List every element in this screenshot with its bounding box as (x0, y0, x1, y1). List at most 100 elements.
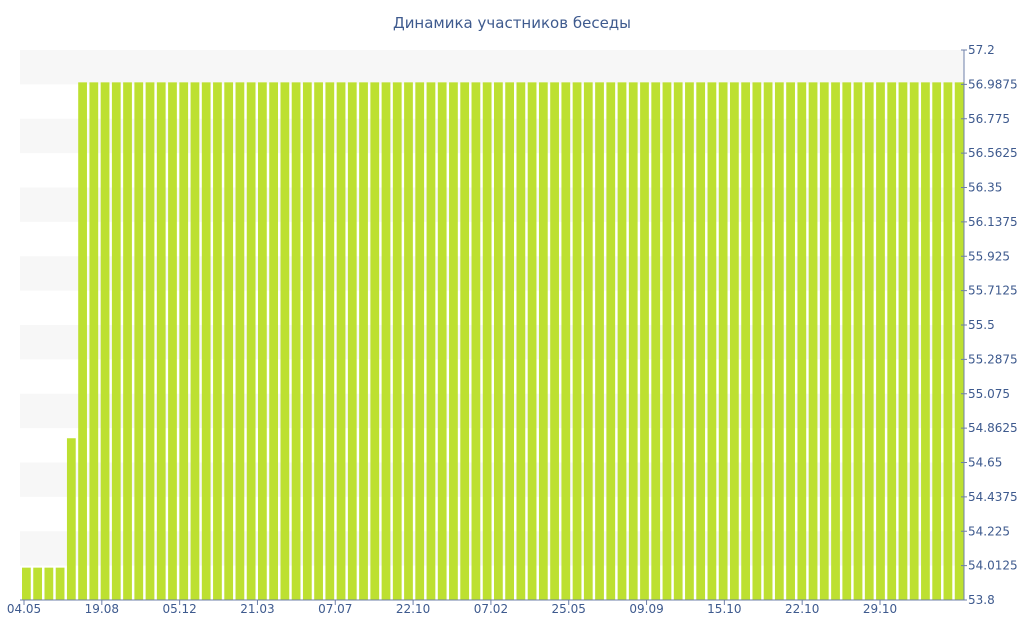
bar (134, 82, 144, 601)
bar (213, 82, 222, 601)
bar (291, 82, 301, 601)
bar (808, 82, 818, 601)
bar (280, 82, 290, 601)
y-tick-label: 55.075 (968, 387, 1010, 401)
plot-band (20, 187, 964, 222)
bar (168, 82, 177, 601)
bar (662, 82, 672, 601)
x-tick-label: 19.08 (85, 602, 119, 616)
bar (617, 82, 627, 601)
y-tick-label: 55.5 (968, 318, 995, 332)
x-tick-label: 29.10 (863, 602, 897, 616)
bar (752, 82, 762, 601)
bar (336, 82, 346, 601)
x-axis: 04.05 19.08 05.12 21.03 07.07 22.10 07.02 25.05… (7, 599, 964, 616)
x-tick-label: 04.05 (7, 602, 41, 616)
bar (583, 82, 593, 601)
bar (302, 82, 312, 601)
x-tick-label: 15.10 (707, 602, 741, 616)
bar (954, 82, 964, 601)
x-tick-label: 05.12 (162, 602, 196, 616)
bar (66, 438, 76, 600)
plot-band (20, 325, 964, 360)
bar (235, 82, 245, 601)
bar (898, 82, 908, 601)
bar (359, 82, 368, 601)
bar (606, 82, 616, 601)
y-tick-label: 54.65 (968, 456, 1002, 470)
bar (572, 82, 582, 601)
bar (797, 82, 807, 601)
bar (853, 82, 863, 601)
bar (786, 82, 795, 601)
bar (89, 82, 99, 601)
bar (325, 82, 335, 601)
bar (909, 82, 919, 601)
bar (482, 82, 492, 601)
bar (269, 82, 279, 601)
bar (156, 82, 166, 601)
bar (100, 82, 110, 601)
y-tick-label: 56.775 (968, 112, 1010, 126)
bar (774, 82, 784, 601)
bar (258, 82, 267, 601)
y-tick-label: 56.5625 (968, 146, 1018, 160)
bar (831, 82, 840, 601)
bar (201, 82, 211, 601)
y-tick-label: 56.9875 (968, 77, 1018, 91)
bar (651, 82, 661, 601)
bar (392, 82, 402, 601)
plot-bands (20, 50, 964, 566)
plot-band (20, 462, 964, 497)
bar (707, 82, 717, 601)
bar (415, 82, 425, 601)
bar (224, 82, 234, 601)
bar (471, 82, 481, 601)
x-tick-label: 22.10 (785, 602, 819, 616)
bar (437, 82, 447, 601)
bar (685, 82, 694, 601)
bar (718, 82, 728, 601)
bar (347, 82, 357, 601)
bar (819, 82, 829, 601)
y-axis: 57.2 56.9875 56.775 56.5625 56.35 56.1375 55.9… (961, 43, 1018, 607)
bar (44, 567, 54, 600)
bar (538, 82, 548, 601)
bar (78, 82, 87, 601)
bar (123, 82, 132, 601)
bars (22, 82, 964, 601)
bar (33, 567, 43, 600)
bar (887, 82, 897, 601)
bar (246, 82, 256, 601)
bar (314, 82, 323, 601)
bar (876, 82, 885, 601)
bar (179, 82, 189, 601)
bar (404, 82, 413, 601)
bar (943, 82, 953, 601)
bar (763, 82, 773, 601)
y-tick-label: 53.8 (968, 593, 995, 607)
plot-band (20, 393, 964, 429)
plot-band (20, 118, 964, 154)
y-tick-label: 55.925 (968, 249, 1010, 263)
bar (550, 82, 559, 601)
y-tick-label: 56.1375 (968, 215, 1018, 229)
bar (842, 82, 852, 601)
bar (381, 82, 391, 601)
bar (640, 82, 649, 601)
bar (505, 82, 515, 601)
y-tick-label: 54.4375 (968, 490, 1018, 504)
y-tick-label: 56.35 (968, 181, 1002, 195)
bar (370, 82, 380, 601)
x-tick-label: 21.03 (240, 602, 274, 616)
plot-band (20, 256, 964, 291)
bar (449, 82, 458, 601)
bar (864, 82, 874, 601)
x-tick-label: 07.02 (474, 602, 508, 616)
y-tick-label: 54.0125 (968, 559, 1018, 573)
y-tick-label: 57.2 (968, 43, 995, 57)
x-tick-label: 07.07 (318, 602, 352, 616)
bar (516, 82, 526, 601)
bar (921, 82, 930, 601)
